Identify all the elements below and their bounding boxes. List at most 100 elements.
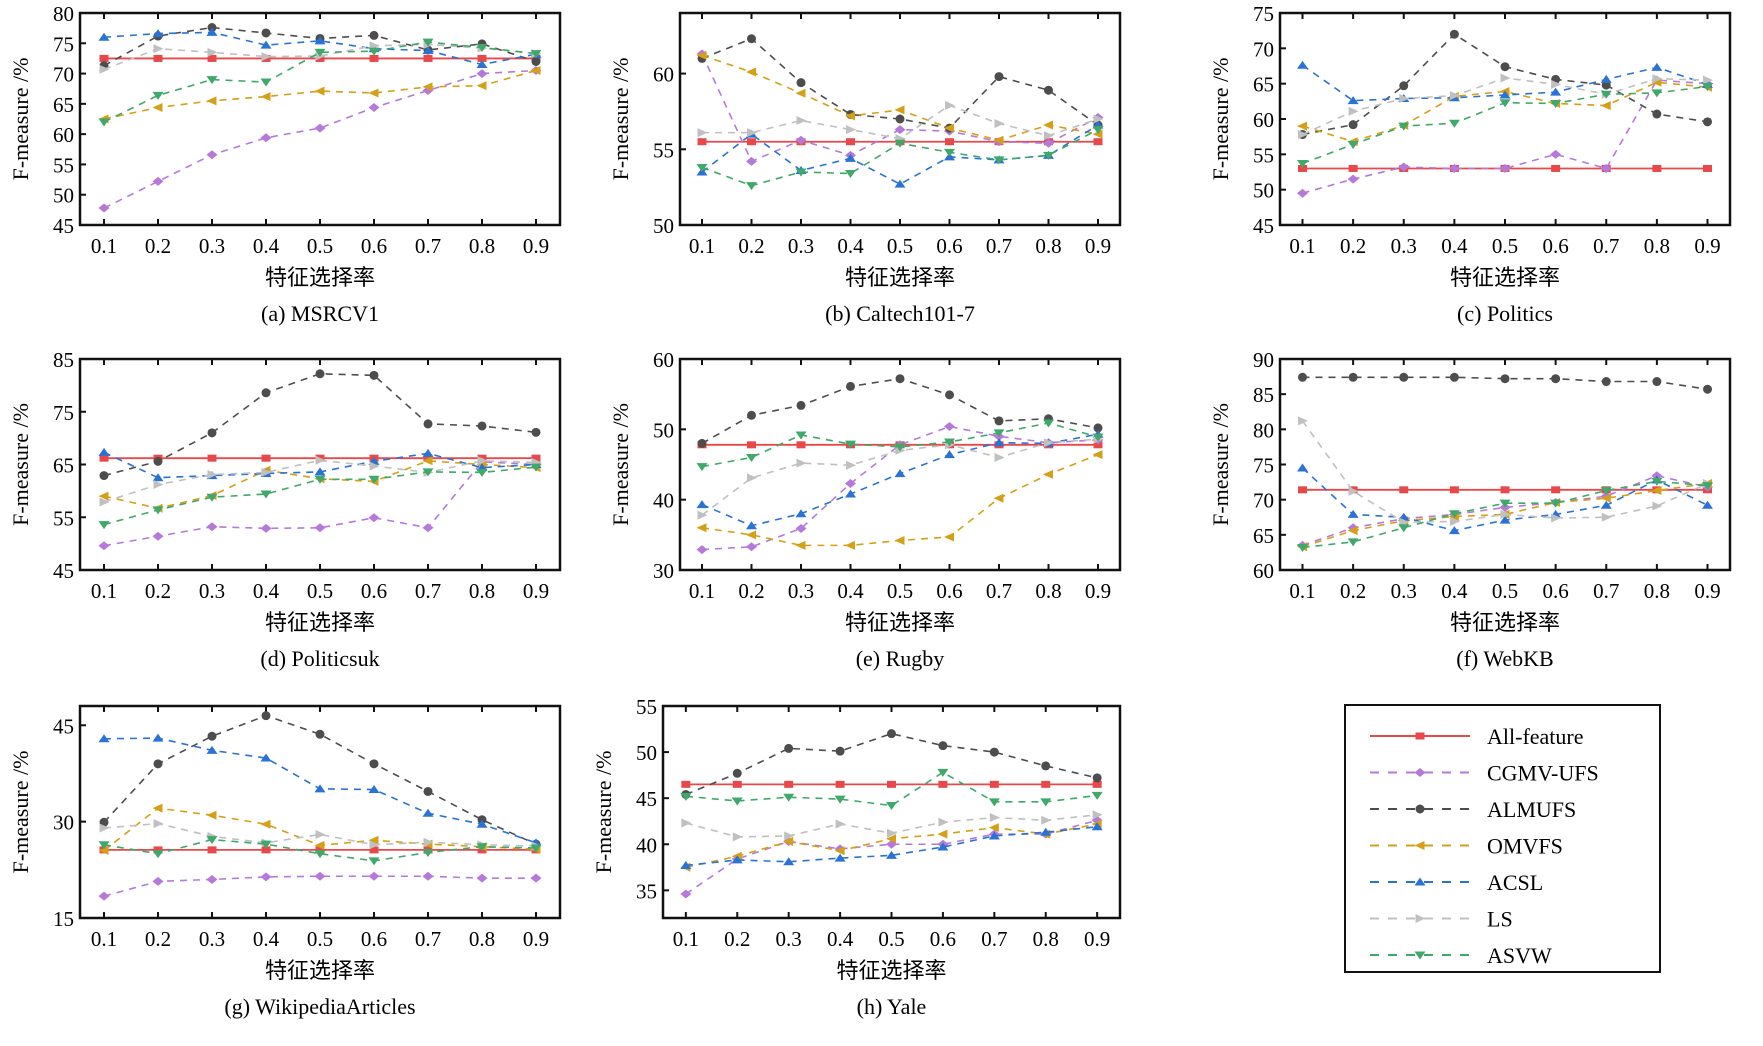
data-point-acsl xyxy=(1600,500,1612,509)
x-tick-label: 0.8 xyxy=(1033,927,1059,951)
data-point-omvfs xyxy=(98,491,109,501)
x-tick-label: 0.7 xyxy=(1593,234,1619,258)
x-axis-label: 特征选择率 xyxy=(845,610,955,635)
series-line-acsl xyxy=(701,124,1099,186)
subplot-caption: (b) Caltech101-7 xyxy=(825,301,975,326)
data-point-almufs xyxy=(531,427,541,437)
data-point-all-feature xyxy=(261,846,271,854)
y-tick-label: 30 xyxy=(653,559,674,583)
data-point-acsl xyxy=(422,808,434,817)
data-point-omvfs xyxy=(795,88,806,98)
y-tick-label: 70 xyxy=(1253,37,1274,61)
data-point-almufs xyxy=(1044,85,1053,95)
x-tick-label: 0.4 xyxy=(1441,234,1468,258)
data-point-ls xyxy=(1399,94,1410,104)
subplot-yale: 0.1 0.2 0.3 0.4 0.5 0.6 0.7 0.8 0.9 35 40 45 50 55 F-m… xyxy=(591,695,1122,1019)
y-tick-label: 30 xyxy=(53,811,74,835)
x-tick-label: 0.6 xyxy=(936,234,962,258)
series-line-omvfs xyxy=(1302,81,1708,143)
data-point-asvw xyxy=(680,792,692,801)
data-point-acsl xyxy=(422,448,434,457)
data-point-acsl xyxy=(1040,827,1052,836)
data-point-omvfs xyxy=(368,835,379,845)
data-point-asvw xyxy=(1398,122,1410,131)
x-tick-label: 0.5 xyxy=(1492,579,1518,603)
data-point-asvw xyxy=(422,38,434,47)
data-point-ls xyxy=(153,44,164,54)
x-tick-label: 0.4 xyxy=(827,927,854,951)
data-point-ls xyxy=(1500,73,1511,83)
data-point-acsl xyxy=(783,857,795,866)
x-axis-label: 特征选择率 xyxy=(265,958,375,983)
data-point-almufs xyxy=(1500,62,1510,72)
y-tick-label: 55 xyxy=(53,153,74,177)
data-point-ls xyxy=(1041,815,1052,825)
data-point-acsl xyxy=(1297,60,1308,69)
data-point-asvw xyxy=(314,475,326,484)
data-point-cgmv-ufs xyxy=(1448,163,1460,173)
data-point-asvw xyxy=(98,118,110,127)
y-tick-label: 60 xyxy=(653,63,674,87)
data-point-acsl xyxy=(98,734,110,743)
series-line-cgmv-ufs xyxy=(1302,474,1708,547)
data-point-ls xyxy=(938,817,949,827)
legend-marker xyxy=(1414,768,1426,777)
data-point-acsl xyxy=(834,853,846,862)
data-point-all-feature xyxy=(1093,441,1103,449)
data-point-omvfs xyxy=(894,105,905,115)
data-point-acsl xyxy=(731,855,743,864)
data-point-ls xyxy=(369,840,380,850)
series-line-cgmv-ufs xyxy=(685,819,1098,895)
data-point-cgmv-ufs xyxy=(845,478,856,488)
data-point-ls xyxy=(261,467,272,477)
data-point-all-feature xyxy=(1703,164,1712,172)
y-tick-label: 80 xyxy=(53,2,74,26)
data-point-ls xyxy=(1092,810,1103,820)
data-point-ls xyxy=(681,818,692,828)
legend-box xyxy=(1344,704,1661,973)
data-point-cgmv-ufs xyxy=(680,889,692,899)
legend-label: ASVW xyxy=(1487,943,1552,968)
data-point-ls xyxy=(989,813,1000,823)
data-point-asvw xyxy=(1448,119,1460,128)
data-point-acsl xyxy=(845,489,856,498)
data-point-almufs xyxy=(938,741,948,751)
y-tick-label: 65 xyxy=(53,454,74,478)
data-point-ls xyxy=(887,828,897,838)
data-point-almufs xyxy=(261,28,271,38)
data-point-ls xyxy=(835,819,846,829)
data-point-acsl xyxy=(746,521,757,530)
x-axis-label: 特征选择率 xyxy=(265,610,375,635)
data-point-almufs xyxy=(1601,377,1611,387)
data-point-almufs xyxy=(261,388,271,398)
plot-frame xyxy=(78,11,562,227)
data-point-almufs xyxy=(1399,81,1409,91)
x-axis-label: 特征选择率 xyxy=(1450,265,1560,290)
y-tick-label: 45 xyxy=(53,714,74,738)
data-point-all-feature xyxy=(369,54,379,62)
data-point-all-feature xyxy=(835,780,845,788)
data-point-ls xyxy=(207,47,218,57)
data-point-all-feature xyxy=(681,780,691,788)
x-tick-label: 0.6 xyxy=(930,927,956,951)
data-point-all-feature xyxy=(153,846,163,854)
subplot-caption: (h) Yale xyxy=(857,994,927,1019)
data-point-almufs xyxy=(1298,372,1307,382)
data-point-almufs xyxy=(1703,117,1712,127)
series-asvw xyxy=(680,768,1103,811)
data-point-cgmv-ufs xyxy=(1043,138,1054,148)
data-point-almufs xyxy=(1449,29,1459,39)
x-tick-label: 0.8 xyxy=(469,579,495,603)
x-tick-label: 0.8 xyxy=(1035,579,1061,603)
data-point-ls xyxy=(99,64,110,74)
data-point-cgmv-ufs xyxy=(795,135,807,145)
data-point-almufs xyxy=(887,729,896,739)
data-point-all-feature xyxy=(1652,164,1662,172)
data-point-ls xyxy=(994,119,1005,129)
data-point-ls xyxy=(846,125,856,135)
legend-entry-cgmv-ufs: CGMV-UFS xyxy=(1370,761,1599,786)
data-point-almufs xyxy=(315,729,325,739)
series-line-acsl xyxy=(685,825,1098,867)
data-point-almufs xyxy=(153,456,163,466)
data-point-almufs xyxy=(207,428,217,438)
